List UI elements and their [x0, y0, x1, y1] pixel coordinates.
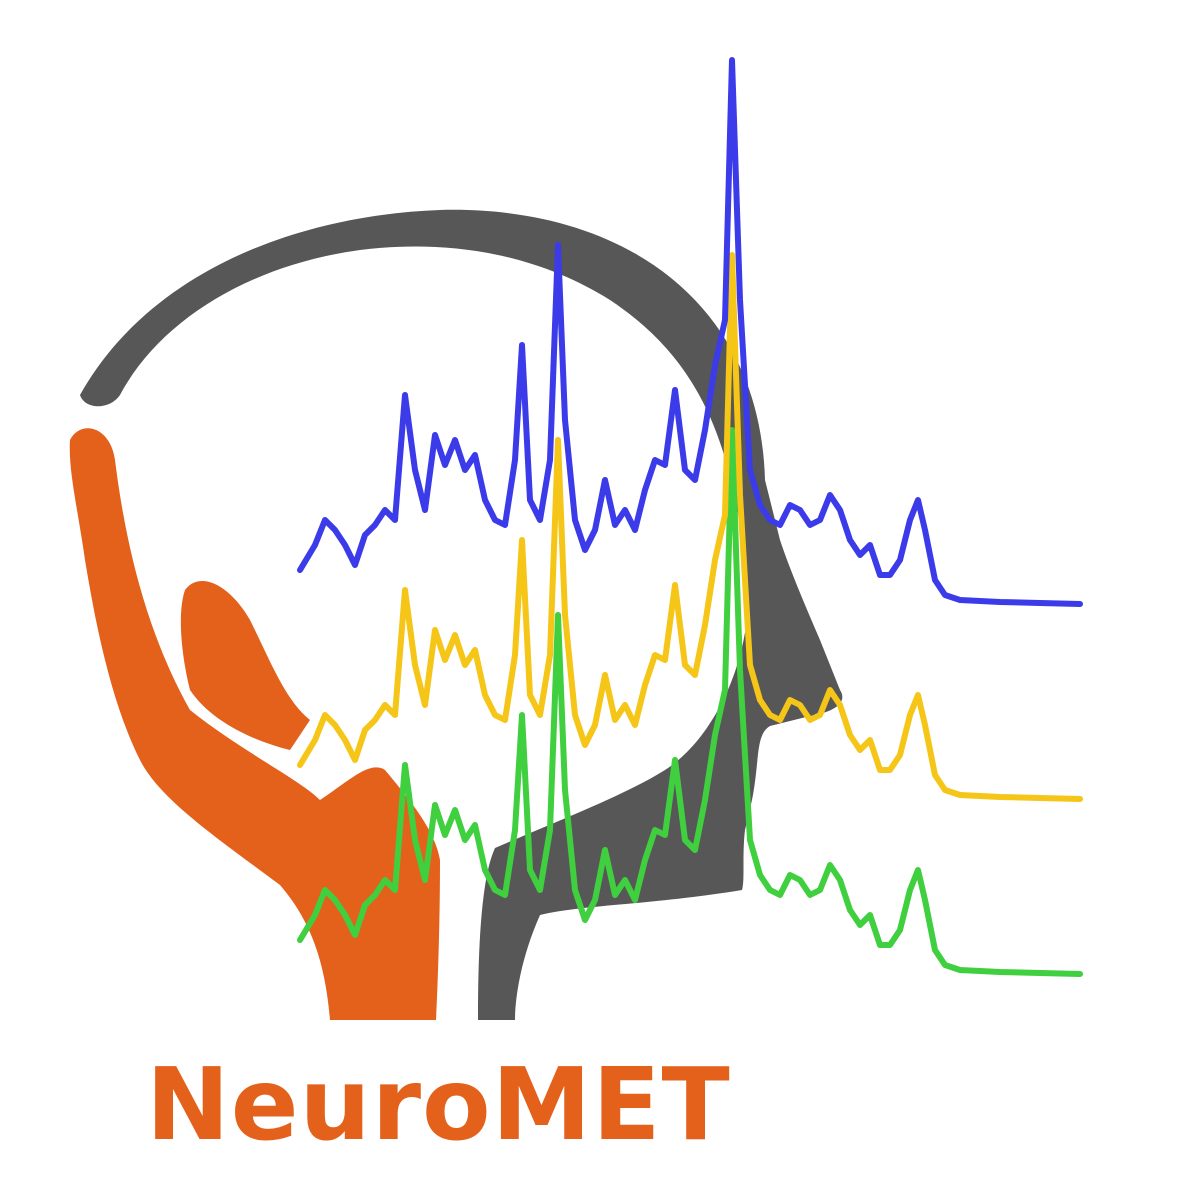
spectrum-blue	[297, 57, 1083, 607]
head-profile-icon	[80, 209, 843, 1021]
spectrum-yellow	[297, 252, 1083, 802]
cupped-hand-icon	[69, 428, 440, 1020]
spectrum-green	[297, 427, 1083, 977]
logo-wordmark: NeuroMET	[146, 1046, 731, 1163]
spectrum-lines-icon	[297, 57, 1083, 977]
